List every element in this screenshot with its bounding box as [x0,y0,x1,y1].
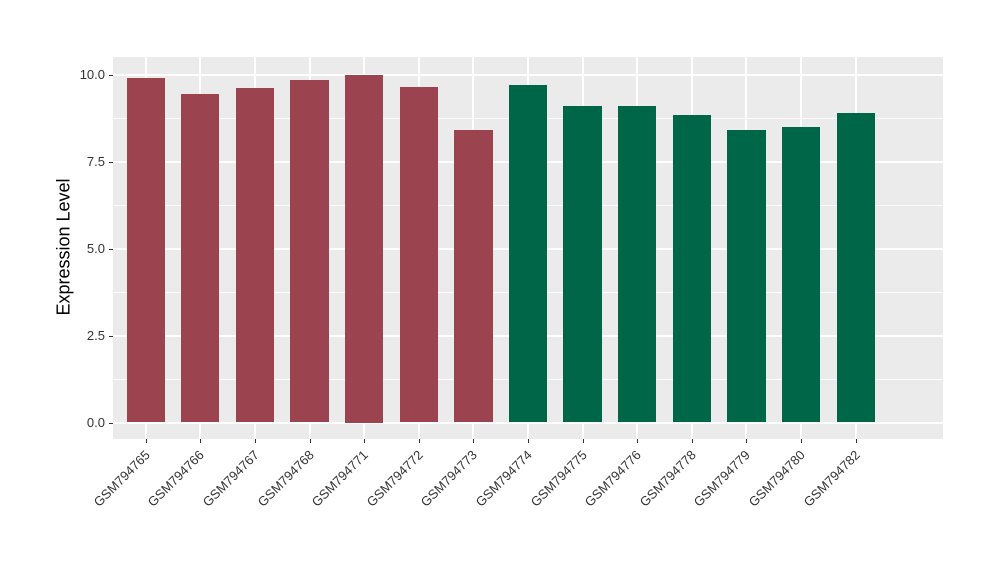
x-tick-label: GSM794780 [745,447,808,510]
y-tick-label: 10.0 [79,66,105,82]
bar-GSM794782 [836,112,875,423]
bar-GSM794767 [235,88,275,423]
x-tick [145,439,147,443]
y-tick-label: 5.0 [86,240,105,256]
x-tick [855,439,857,443]
bar-GSM794765 [126,77,165,423]
x-tick [418,439,420,443]
bar-GSM794766 [181,93,220,423]
y-tick [109,422,113,424]
x-tick [254,439,256,443]
bar-GSM794771 [345,74,384,423]
x-tick-label: GSM794767 [199,447,262,510]
x-tick [200,439,202,443]
x-tick-label: GSM794765 [90,447,153,510]
y-tick [109,74,113,76]
x-tick-label: GSM794774 [472,447,535,510]
bar-GSM794772 [399,86,438,423]
x-tick [473,439,475,443]
bar-GSM794773 [454,130,493,423]
bar-GSM794776 [618,105,657,423]
x-tick [691,439,693,443]
x-tick [801,439,803,443]
x-tick-label: GSM794779 [691,447,754,510]
y-tick-label: 0.0 [86,414,105,430]
x-tick-label: GSM794775 [527,447,590,510]
bar-GSM794775 [563,105,602,423]
bar-GSM794780 [781,126,821,423]
y-tick [109,335,113,337]
x-tick [637,439,639,443]
plot-panel [113,57,943,439]
x-tick-label: GSM794766 [145,447,208,510]
x-tick-label: GSM794776 [581,447,645,510]
x-tick-label: GSM794768 [254,447,317,510]
x-tick [364,439,366,443]
x-tick [746,439,748,443]
x-tick [309,439,311,443]
bar-GSM794779 [727,130,766,423]
y-tick-label: 7.5 [86,153,105,169]
x-tick [582,439,584,443]
x-tick-label: GSM794772 [363,447,426,510]
bar-GSM794778 [672,114,711,423]
x-tick-label: GSM794773 [418,447,481,510]
x-tick-label: GSM794778 [636,447,699,510]
x-tick-label: GSM794782 [800,447,863,510]
bar-GSM794768 [290,79,329,423]
y-tick-label: 2.5 [86,327,105,343]
x-tick [528,439,529,443]
bar-GSM794774 [508,84,548,423]
x-tick-label: GSM794771 [308,447,372,510]
y-tick [109,161,113,163]
y-tick [109,248,113,250]
